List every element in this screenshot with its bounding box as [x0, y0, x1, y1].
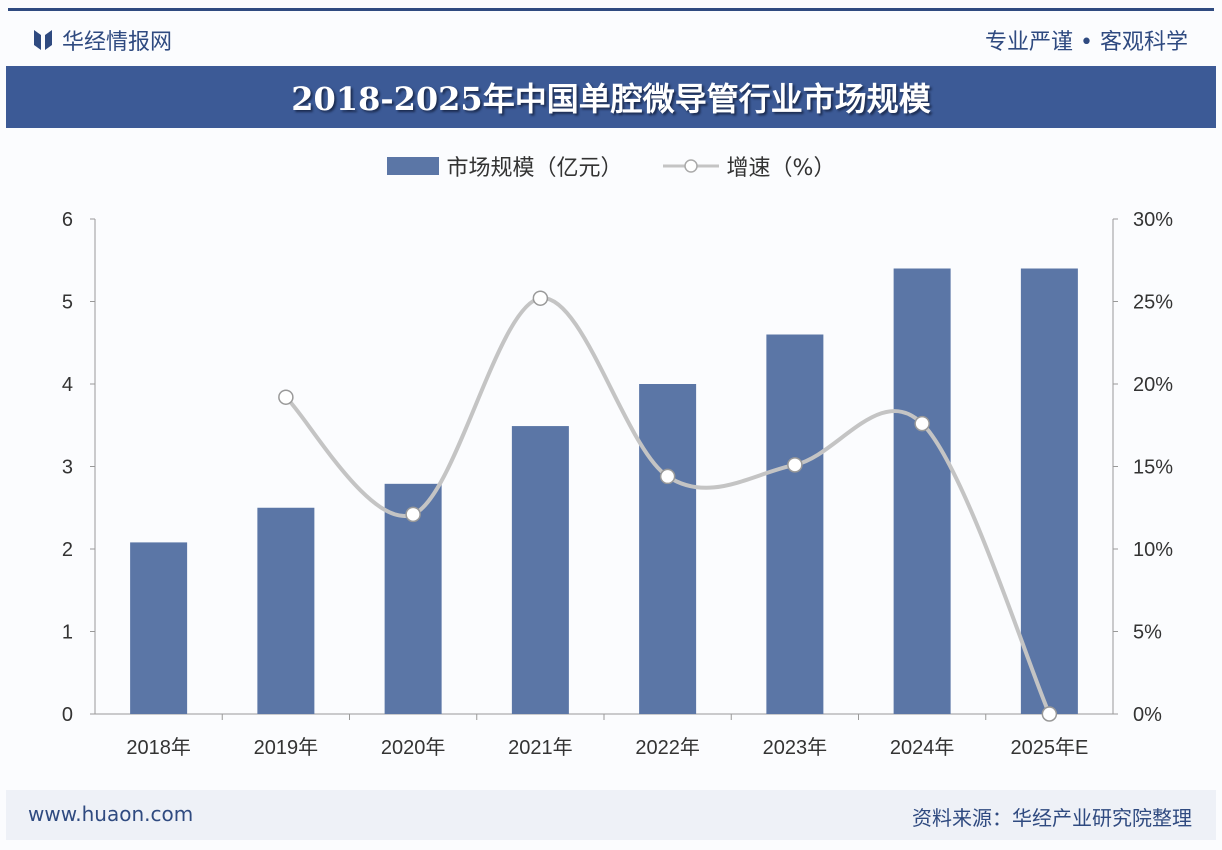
- top-divider: [8, 8, 1214, 11]
- x-tick-label: 2024年: [890, 736, 955, 759]
- left-tick-label: 5: [62, 292, 73, 314]
- left-tick-label: 3: [62, 457, 73, 479]
- right-tick-label: 25%: [1133, 292, 1173, 314]
- right-tick-label: 5%: [1133, 622, 1162, 644]
- bar-2025年E: [1020, 268, 1078, 714]
- bar-2024年: [893, 268, 951, 714]
- legend-item-line: 增速（%）: [662, 150, 836, 182]
- bar-2018年: [130, 542, 188, 714]
- legend: 市场规模（亿元） 增速（%）: [0, 150, 1222, 182]
- legend-bar-label: 市场规模（亿元）: [446, 156, 623, 181]
- source-note: 资料来源：华经产业研究院整理: [912, 806, 1192, 830]
- left-tick-label: 0: [62, 704, 73, 726]
- growth-point: [914, 415, 930, 432]
- legend-bar-swatch: [386, 157, 439, 175]
- bar-2023年: [766, 334, 824, 714]
- legend-line-swatch: [662, 159, 719, 173]
- bar-2019年: [257, 507, 315, 714]
- left-tick-label: 6: [62, 209, 73, 231]
- left-tick-label: 1: [62, 622, 73, 644]
- growth-point: [659, 468, 676, 485]
- bar-2021年: [511, 426, 569, 714]
- growth-point: [1041, 706, 1058, 722]
- x-tick-label: 2018年: [126, 736, 191, 759]
- x-tick-label: 2023年: [763, 736, 828, 759]
- brand-logo: 华经情报网: [32, 24, 172, 56]
- x-tick-label: 2021年: [508, 736, 573, 759]
- growth-point: [278, 389, 294, 405]
- growth-point: [405, 506, 421, 523]
- chart-title: 2018-2025年中国单腔微导管行业市场规模: [291, 80, 931, 118]
- title-bar: 2018-2025年中国单腔微导管行业市场规模: [6, 66, 1216, 128]
- bar-2020年: [384, 483, 442, 714]
- left-tick-label: 4: [62, 374, 73, 396]
- right-tick-label: 10%: [1133, 539, 1173, 561]
- growth-point: [787, 457, 803, 473]
- x-tick-label: 2020年: [381, 736, 446, 759]
- x-tick-label: 2025年E: [1010, 736, 1088, 759]
- bar-2022年: [639, 384, 697, 714]
- right-tick-label: 30%: [1133, 209, 1173, 231]
- growth-point: [532, 290, 549, 306]
- right-tick-label: 0%: [1133, 704, 1162, 726]
- right-tick-label: 20%: [1133, 374, 1173, 396]
- legend-item-bar: 市场规模（亿元）: [386, 150, 623, 182]
- x-tick-label: 2019年: [254, 736, 319, 759]
- footer: www.huaon.com 资料来源：华经产业研究院整理: [6, 790, 1216, 840]
- left-tick-label: 2: [62, 539, 73, 561]
- legend-line-label: 增速（%）: [726, 156, 836, 181]
- chart-plot: 0 1 2 3 4 5 6 0% 5% 10% 15% 20% 25% 30% 2018年 2019年 2020…: [62, 209, 1173, 759]
- brand-name: 华经情报网: [62, 30, 173, 55]
- website-link[interactable]: www.huaon.com: [28, 802, 194, 826]
- right-tick-label: 15%: [1133, 457, 1173, 479]
- slogan: 专业严谨 • 客观科学: [985, 30, 1188, 55]
- x-tick-label: 2022年: [635, 736, 700, 759]
- logo-icon: [34, 30, 52, 50]
